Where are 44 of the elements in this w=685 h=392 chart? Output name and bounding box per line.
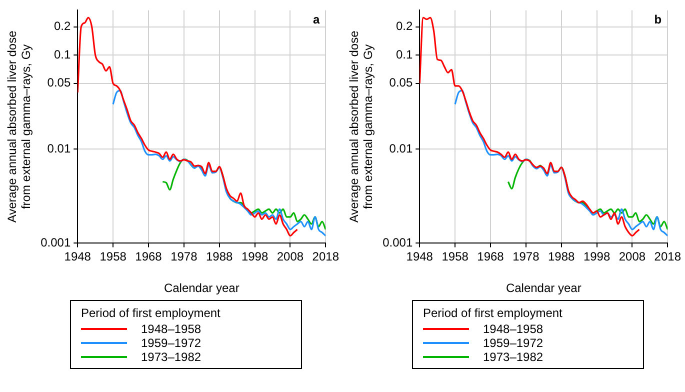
x-tick-label: 1978: [170, 250, 198, 264]
x-tick-label: 1948: [406, 250, 434, 264]
legend-label: 1959–1972: [483, 336, 544, 350]
legend-label: 1948–1958: [141, 322, 202, 336]
legend-label: 1959–1972: [141, 336, 202, 350]
x-tick-label: 1948: [64, 250, 92, 264]
y-tick-label: 0.05: [389, 76, 413, 90]
x-axis-title: Calendar year: [164, 281, 240, 296]
x-tick-label: 1978: [512, 250, 540, 264]
y-tick-label: 0.2: [396, 19, 413, 34]
line-series: [78, 16, 298, 237]
x-tick-label: 1968: [135, 250, 162, 264]
y-tick-label: 0.05: [47, 76, 71, 90]
x-tick-label: 1998: [241, 250, 268, 264]
y-axis-title: Average annual absorbed liver dose from external gamma–rays, Gy: [347, 30, 376, 223]
chart-title: a: [312, 12, 320, 27]
x-tick-label: 1968: [477, 250, 504, 264]
x-tick-label: 2018: [312, 250, 340, 264]
y-tick-label: 0.1: [54, 47, 71, 62]
y-tick-label: 0.2: [54, 19, 71, 34]
y-tick-label: 0.01: [47, 141, 71, 156]
y-tick-label: 0.001: [40, 236, 71, 250]
line-series: [420, 16, 640, 237]
y-tick-label: 0.1: [396, 47, 413, 62]
x-tick-label: 1958: [100, 250, 127, 264]
x-tick-label: 1988: [548, 250, 576, 264]
legend-label: 1973–1982: [141, 350, 202, 364]
x-axis-title: Calendar year: [506, 281, 582, 296]
legend-label: 1948–1958: [483, 322, 544, 336]
y-tick-label: 0.001: [382, 236, 413, 250]
line-series: [112, 90, 326, 237]
x-tick-label: 1958: [442, 250, 469, 264]
y-tick-label: 0.01: [389, 141, 413, 156]
x-tick-label: 2008: [276, 250, 304, 264]
legend-label: 1973–1982: [483, 350, 544, 364]
legend-title: Period of first employment: [81, 306, 222, 320]
chart-title: b: [654, 12, 662, 27]
x-tick-label: 2008: [618, 250, 646, 264]
x-tick-label: 2018: [654, 250, 682, 264]
legend-title: Period of first employment: [423, 306, 564, 320]
line-series: [454, 90, 668, 237]
x-tick-label: 1998: [583, 250, 610, 264]
y-axis-title: Average annual absorbed liver dose from external gamma–rays, Gy: [5, 30, 34, 223]
x-tick-label: 1988: [206, 250, 234, 264]
